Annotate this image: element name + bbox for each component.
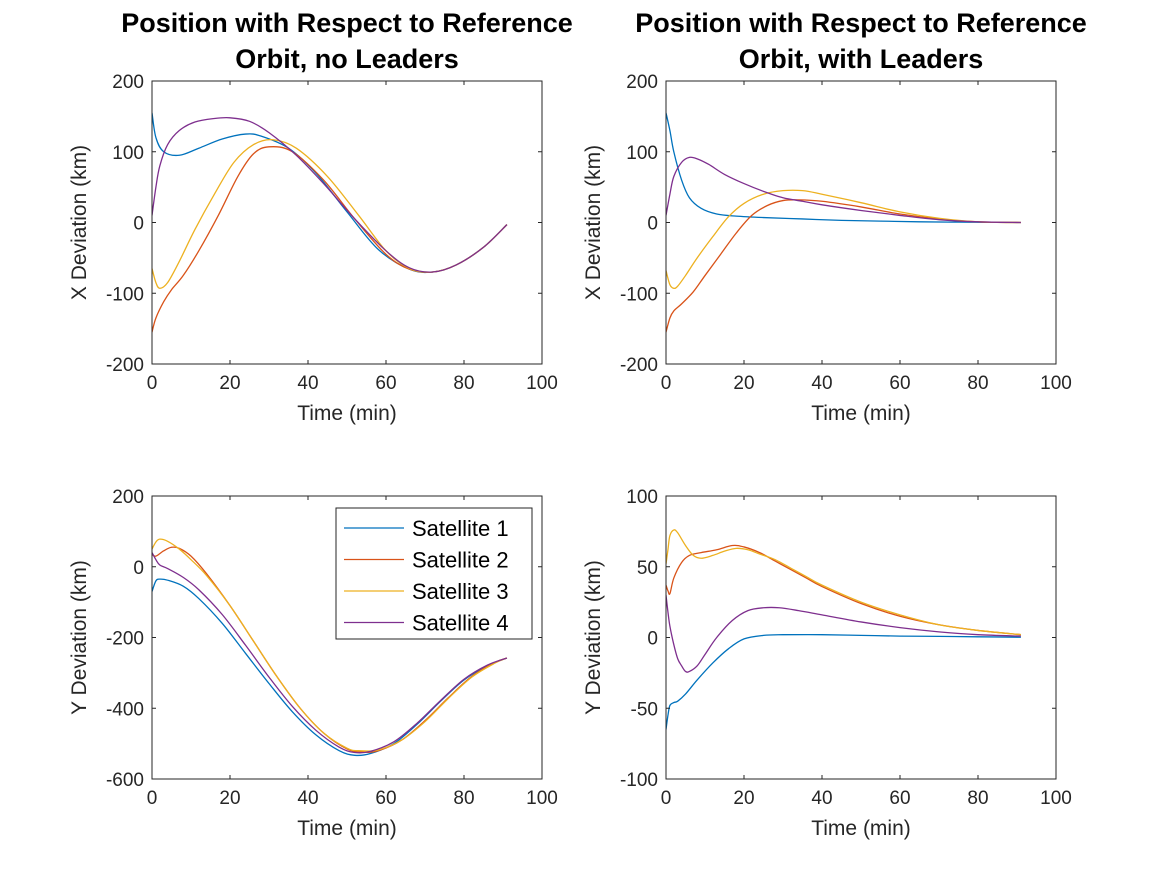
y-tick-label: 0 bbox=[133, 558, 144, 579]
y-tick-label: 200 bbox=[112, 72, 144, 93]
series-line-3 bbox=[666, 189, 1021, 290]
subplot-3: 0 20 40 60 80 100 -600 -400 -200 0 200 Time (min) Y … bbox=[68, 487, 558, 840]
y-tick-label: 200 bbox=[112, 487, 144, 508]
x-tick-label: 100 bbox=[526, 788, 558, 809]
y-tick-label: -200 bbox=[620, 355, 658, 376]
x-tick-label: 100 bbox=[526, 373, 558, 394]
x-tick-label: 40 bbox=[811, 373, 832, 394]
x-tick-label: 20 bbox=[219, 373, 240, 394]
legend: Satellite 1 Satellite 2 Satellite 3 Satelli… bbox=[335, 507, 533, 640]
x-tick-label: 0 bbox=[147, 788, 158, 809]
x-tick-label: 40 bbox=[297, 373, 318, 394]
y-tick-label: -100 bbox=[620, 770, 658, 791]
y-tick-label: 0 bbox=[647, 214, 658, 235]
x-tick-label: 0 bbox=[661, 788, 672, 809]
legend-entry-2: Satellite 2 bbox=[412, 548, 509, 573]
series-group bbox=[152, 112, 508, 333]
chart-title-line-2: Orbit, no Leaders bbox=[235, 44, 459, 74]
x-tick-label: 80 bbox=[967, 788, 988, 809]
series-line-3 bbox=[666, 529, 1021, 636]
y-tick-label: -200 bbox=[106, 629, 144, 650]
y-tick-label: 100 bbox=[112, 143, 144, 164]
x-tick-label: 60 bbox=[889, 788, 910, 809]
series-line-4 bbox=[152, 552, 508, 754]
y-tick-label: -50 bbox=[631, 699, 658, 720]
legend-entry-3: Satellite 3 bbox=[412, 579, 509, 604]
chart-title-line-1: Position with Respect to Reference bbox=[121, 8, 573, 38]
legend-entry-4: Satellite 4 bbox=[412, 611, 509, 636]
series-line-4 bbox=[152, 116, 508, 273]
x-tick-label: 100 bbox=[1040, 788, 1072, 809]
x-tick-label: 20 bbox=[733, 373, 754, 394]
x-tick-label: 40 bbox=[811, 788, 832, 809]
y-axis-label: X Deviation (km) bbox=[582, 145, 605, 300]
plot-area bbox=[152, 81, 542, 364]
y-axis-label: Y Deviation (km) bbox=[68, 560, 91, 715]
x-tick-label: 80 bbox=[453, 788, 474, 809]
y-tick-label: -200 bbox=[106, 355, 144, 376]
x-tick-label: 60 bbox=[375, 788, 396, 809]
chart-title-line-1: Position with Respect to Reference bbox=[635, 8, 1087, 38]
x-axis-label: Time (min) bbox=[297, 402, 397, 425]
series-group bbox=[666, 529, 1021, 730]
subplot-4: 0 20 40 60 80 100 -100 -50 0 50 100 Time (min) Y Dev… bbox=[582, 487, 1072, 840]
y-tick-label: -100 bbox=[620, 284, 658, 305]
x-tick-label: 20 bbox=[733, 788, 754, 809]
y-tick-label: -100 bbox=[106, 284, 144, 305]
series-line-4 bbox=[666, 594, 1021, 673]
legend-entry-1: Satellite 1 bbox=[412, 516, 509, 541]
x-tick-label: 40 bbox=[297, 788, 318, 809]
y-tick-label: 0 bbox=[133, 214, 144, 235]
x-tick-label: 100 bbox=[1040, 373, 1072, 394]
y-axis-label: X Deviation (km) bbox=[68, 145, 91, 300]
series-line-2 bbox=[666, 544, 1021, 636]
series-line-2 bbox=[666, 199, 1021, 333]
x-tick-label: 0 bbox=[147, 373, 158, 394]
y-tick-label: 100 bbox=[626, 143, 658, 164]
x-axis-label: Time (min) bbox=[811, 402, 911, 425]
x-tick-label: 60 bbox=[375, 373, 396, 394]
series-line-4 bbox=[666, 156, 1021, 224]
subplot-2: 0 20 40 60 80 100 -200 -100 0 100 200 Time (min) X D… bbox=[582, 8, 1087, 425]
y-tick-label: 50 bbox=[637, 558, 658, 579]
y-tick-label: 200 bbox=[626, 72, 658, 93]
x-tick-label: 60 bbox=[889, 373, 910, 394]
y-tick-label: -600 bbox=[106, 770, 144, 791]
legend-box bbox=[335, 507, 533, 640]
y-axis-label: Y Deviation (km) bbox=[582, 560, 605, 715]
series-line-1 bbox=[666, 633, 1021, 730]
series-line-1 bbox=[666, 112, 1021, 224]
x-tick-label: 0 bbox=[661, 373, 672, 394]
x-tick-label: 80 bbox=[453, 373, 474, 394]
subplot-1: 0 20 40 60 80 100 -200 -100 0 100 200 Time (min) X D… bbox=[68, 8, 573, 425]
chart-title-line-2: Orbit, with Leaders bbox=[739, 44, 984, 74]
x-tick-label: 80 bbox=[967, 373, 988, 394]
series-line-3 bbox=[152, 538, 508, 752]
y-tick-label: -400 bbox=[106, 699, 144, 720]
series-group bbox=[152, 538, 508, 757]
series-group bbox=[666, 112, 1021, 333]
y-tick-label: 100 bbox=[626, 487, 658, 508]
x-tick-label: 20 bbox=[219, 788, 240, 809]
x-axis-label: Time (min) bbox=[297, 817, 397, 840]
y-tick-label: 0 bbox=[647, 629, 658, 650]
x-axis-label: Time (min) bbox=[811, 817, 911, 840]
